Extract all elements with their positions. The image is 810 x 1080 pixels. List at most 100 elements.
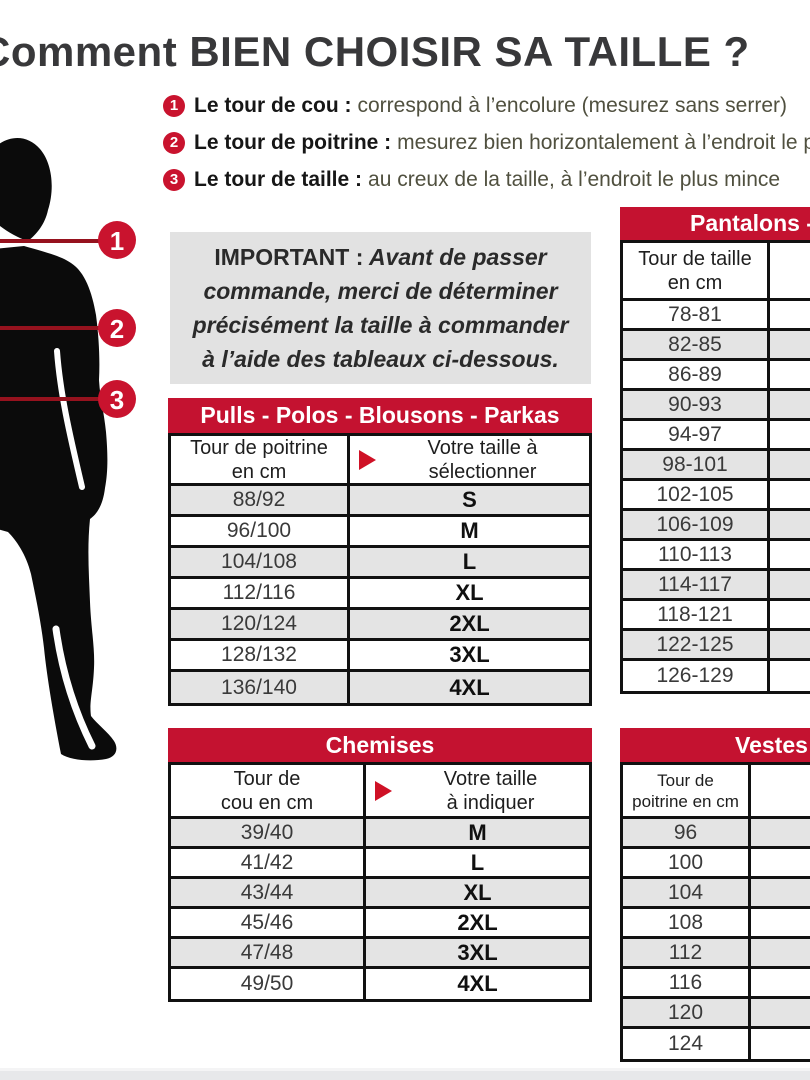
page-bottom-strip bbox=[0, 1071, 810, 1080]
size-value-cell: 3XL bbox=[457, 939, 498, 965]
size-value-cell bbox=[770, 481, 810, 508]
arrow-right-icon bbox=[359, 449, 376, 470]
table-row: 104 bbox=[623, 879, 810, 909]
size-value-cell: 4XL bbox=[457, 971, 498, 996]
measure-instructions: 1 Le tour de cou : correspond à l’encolu… bbox=[163, 91, 810, 202]
silhouette-head bbox=[0, 138, 52, 241]
table-row: 124 bbox=[623, 1029, 810, 1059]
table-row: 86-89 bbox=[623, 361, 810, 391]
measure-value-cell: 112 bbox=[623, 939, 751, 966]
table-title: Pantalons - Shorts bbox=[620, 207, 810, 240]
measure-value-cell: 45/46 bbox=[171, 909, 366, 936]
measure-value-cell: 49/50 bbox=[171, 969, 366, 999]
measure-value-cell: 104/108 bbox=[171, 548, 350, 576]
page-bottom-divider bbox=[0, 1068, 810, 1071]
size-value-cell bbox=[751, 999, 810, 1026]
size-value-cell bbox=[770, 631, 810, 658]
important-line: Avant de passer bbox=[368, 244, 547, 270]
measure-value-cell: 96 bbox=[623, 819, 751, 846]
table-row: 120 bbox=[623, 999, 810, 1029]
measure-value-cell: 128/132 bbox=[171, 641, 350, 669]
table-row: 78-81 bbox=[623, 301, 810, 331]
table-row: 120/124 2XL bbox=[171, 610, 589, 641]
table-title: Chemises bbox=[168, 728, 592, 762]
column-header-measure: Tour de poitrine en cm bbox=[623, 765, 751, 816]
size-value-cell bbox=[770, 511, 810, 538]
measure-value-cell: 41/42 bbox=[171, 849, 366, 876]
table-row: 90-93 bbox=[623, 391, 810, 421]
size-value-cell bbox=[751, 1029, 810, 1059]
table-row: 43/44 XL bbox=[171, 879, 589, 909]
table-row: 112 bbox=[623, 939, 810, 969]
measure-marker-1: 1 bbox=[98, 221, 136, 259]
important-line: commande, merci de déterminer bbox=[203, 278, 558, 304]
important-notice: IMPORTANT : Avant de passer commande, me… bbox=[170, 232, 591, 384]
size-value-cell bbox=[770, 331, 810, 358]
important-label: IMPORTANT : bbox=[214, 244, 364, 270]
measure-value-cell: 112/116 bbox=[171, 579, 350, 607]
size-value-cell: L bbox=[470, 849, 485, 875]
svg-text:1: 1 bbox=[110, 226, 124, 256]
table-row: 100 bbox=[623, 849, 810, 879]
measure-value-cell: 86-89 bbox=[623, 361, 770, 388]
measure-value-cell: 43/44 bbox=[171, 879, 366, 906]
table-title: Vestes bbox=[620, 728, 810, 762]
size-value-cell: M bbox=[468, 819, 487, 845]
measure-value-cell: 78-81 bbox=[623, 301, 770, 328]
size-value-cell bbox=[770, 571, 810, 598]
measure-value-cell: 110-113 bbox=[623, 541, 770, 568]
measure-value-cell: 100 bbox=[623, 849, 751, 876]
table-row: 88/92 S bbox=[171, 486, 589, 517]
table-row: 47/48 3XL bbox=[171, 939, 589, 969]
table-row: 112/116 XL bbox=[171, 579, 589, 610]
silhouette-body bbox=[0, 246, 117, 761]
measure-value-cell: 47/48 bbox=[171, 939, 366, 966]
size-value-cell: 3XL bbox=[449, 642, 490, 667]
instruction-text: au creux de la taille, à l’endroit le pl… bbox=[368, 167, 781, 191]
instruction-label: Le tour de poitrine : bbox=[194, 130, 392, 154]
number-badge-3: 3 bbox=[163, 168, 185, 191]
measure-marker-2: 2 bbox=[98, 309, 136, 347]
table-header-row: Tour de poitrine en cm Votre taille à séle… bbox=[171, 436, 589, 486]
size-value-cell bbox=[770, 361, 810, 388]
svg-text:3: 3 bbox=[110, 385, 124, 415]
measure-value-cell: 96/100 bbox=[171, 517, 350, 545]
measure-value-cell: 102-105 bbox=[623, 481, 770, 508]
instruction-waist: 3 Le tour de taille : au creux de la tai… bbox=[163, 165, 810, 194]
measure-marker-3: 3 bbox=[98, 380, 136, 418]
measure-value-cell: 82-85 bbox=[623, 331, 770, 358]
size-value-cell bbox=[751, 909, 810, 936]
size-value-cell bbox=[770, 661, 810, 691]
table-row: 94-97 bbox=[623, 421, 810, 451]
instruction-label: Le tour de taille : bbox=[194, 167, 363, 191]
size-value-cell: S bbox=[462, 487, 477, 512]
size-value-cell bbox=[751, 819, 810, 846]
size-value-cell bbox=[751, 969, 810, 996]
measure-value-cell: 39/40 bbox=[171, 819, 366, 846]
table-row: 118-121 bbox=[623, 601, 810, 631]
measure-value-cell: 116 bbox=[623, 969, 751, 996]
measure-value-cell: 118-121 bbox=[623, 601, 770, 628]
table-row: 102-105 bbox=[623, 481, 810, 511]
table-title: Pulls - Polos - Blousons - Parkas bbox=[168, 398, 592, 433]
measure-value-cell: 124 bbox=[623, 1029, 751, 1059]
measure-value-cell: 136/140 bbox=[171, 672, 350, 703]
important-line: précisément la taille à commander bbox=[192, 312, 569, 338]
table-row: 108 bbox=[623, 909, 810, 939]
measure-value-cell: 106-109 bbox=[623, 511, 770, 538]
measure-value-cell: 122-125 bbox=[623, 631, 770, 658]
size-table-pulls: Pulls - Polos - Blousons - Parkas Tour d… bbox=[168, 398, 592, 706]
table-row: 45/46 2XL bbox=[171, 909, 589, 939]
measure-value-cell: 120 bbox=[623, 999, 751, 1026]
table-row: 82-85 bbox=[623, 331, 810, 361]
table-row: 49/50 4XL bbox=[171, 969, 589, 999]
table-header-row: Tour de cou en cm Votre taille à indiquer bbox=[171, 765, 589, 819]
arrow-right-icon bbox=[375, 780, 392, 801]
size-value-cell: 2XL bbox=[457, 909, 498, 935]
size-value-cell: XL bbox=[463, 879, 492, 905]
table-row: 106-109 bbox=[623, 511, 810, 541]
